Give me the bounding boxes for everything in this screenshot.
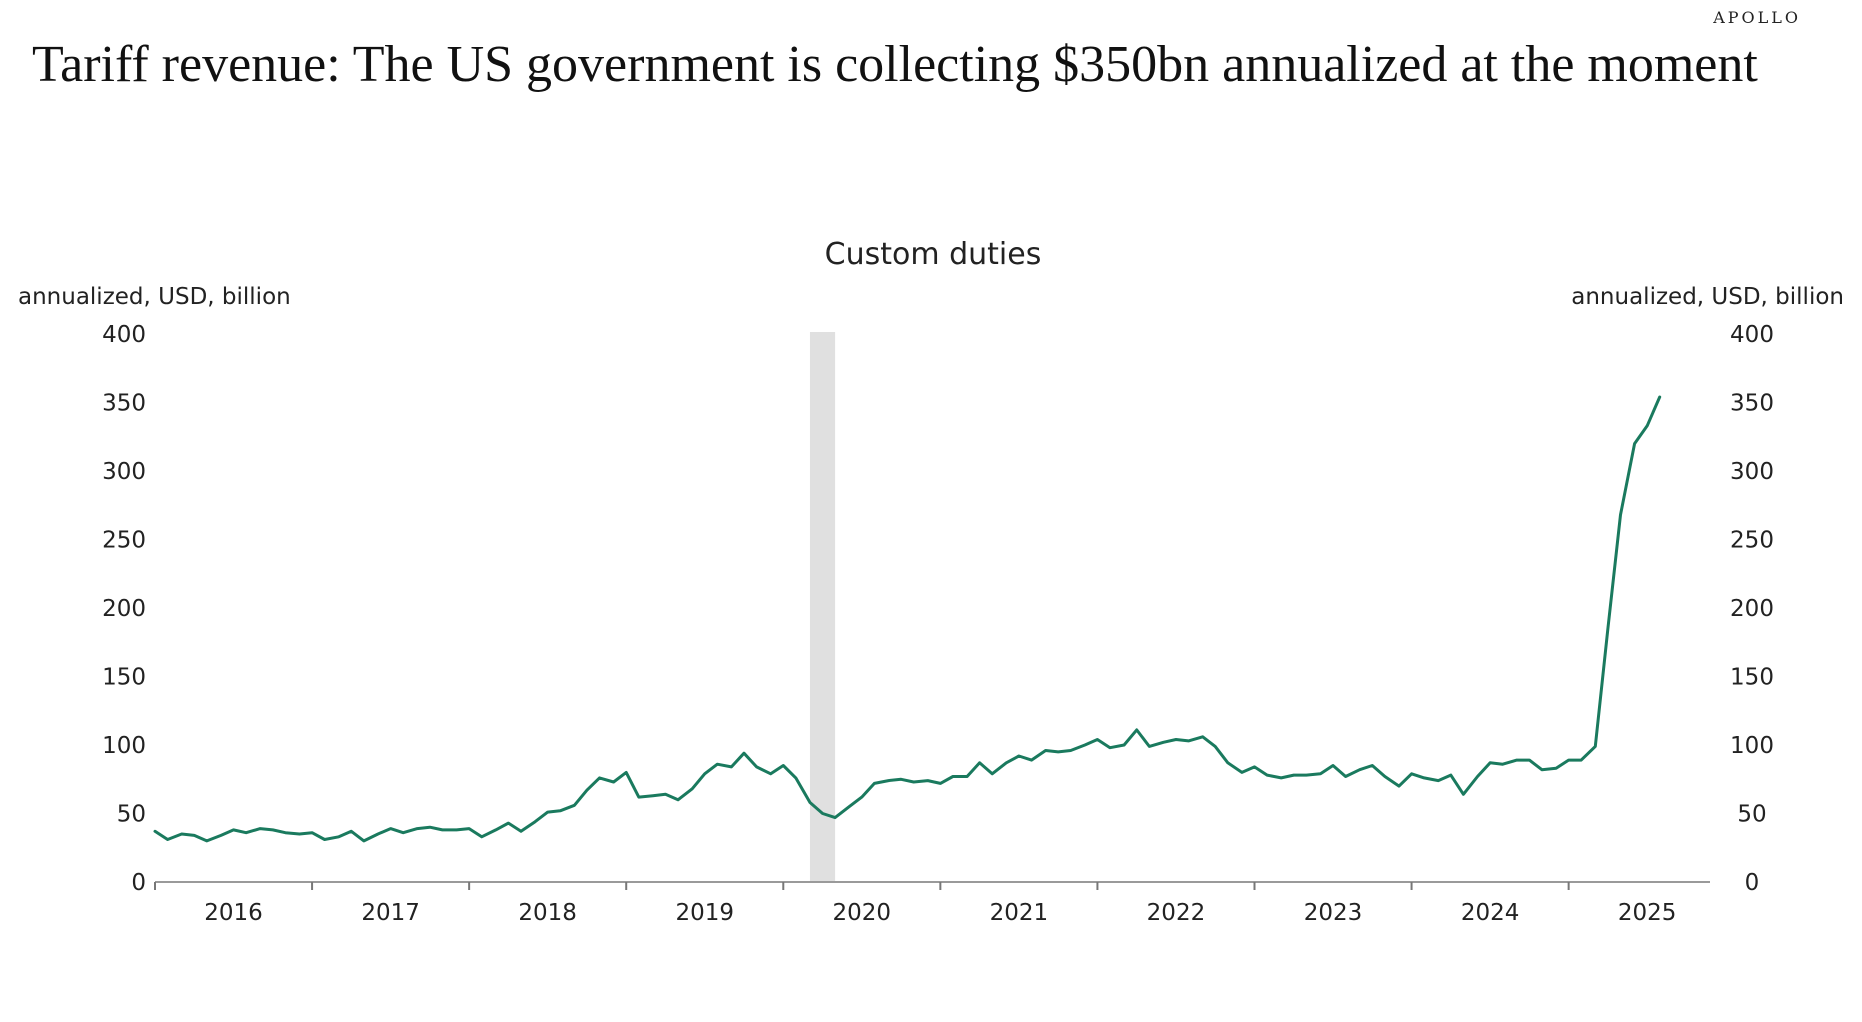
y-tick-label-right: 50 [1737, 802, 1766, 828]
x-tick-label: 2022 [1147, 900, 1206, 926]
x-tick-label: 2025 [1618, 900, 1677, 926]
x-tick-label: 2020 [833, 900, 892, 926]
y-tick-label-left: 300 [102, 459, 146, 485]
y-tick-label-left: 350 [102, 391, 146, 417]
y-tick-label-right: 200 [1730, 596, 1774, 622]
recession-band [809, 332, 836, 882]
chart-title: Custom duties [825, 237, 1042, 272]
x-tick-label: 2024 [1461, 900, 1520, 926]
y-axis-label-left: annualized, USD, billion [18, 284, 291, 310]
recession-band-group [809, 332, 836, 882]
y-tick-label-right: 150 [1730, 665, 1774, 691]
headline: Tariff revenue: The US government is col… [32, 36, 1758, 93]
x-tick-label: 2019 [675, 900, 734, 926]
x-tick-label: 2023 [1304, 900, 1363, 926]
x-tick-label: 2021 [990, 900, 1049, 926]
y-tick-label-left: 50 [117, 802, 146, 828]
y-tick-label-left: 400 [102, 322, 146, 348]
y-tick-labels-right: 0 50 100 150 200 250 300 350 400 [1730, 322, 1774, 896]
y-tick-label-right: 350 [1730, 391, 1774, 417]
y-tick-label-left: 200 [102, 596, 146, 622]
x-tick-labels: 2016 2017 2018 2019 2020 2021 2022 2023 2024 2025 [204, 900, 1676, 926]
x-tick-label: 2016 [204, 900, 263, 926]
y-tick-labels-left: 0 50 100 150 200 250 300 350 400 [102, 322, 146, 896]
series-group [153, 395, 1662, 843]
y-tick-label-left: 250 [102, 528, 146, 554]
y-tick-label-right: 0 [1745, 870, 1760, 896]
y-axis-label-right: annualized, USD, billion [1571, 284, 1844, 310]
y-tick-label-left: 0 [131, 870, 146, 896]
axes-group [154, 881, 1710, 890]
y-tick-label-right: 400 [1730, 322, 1774, 348]
series-line-custom-duties [153, 395, 1662, 843]
y-tick-label-left: 100 [102, 733, 146, 759]
x-tick-label: 2018 [518, 900, 577, 926]
brand-logo: APOLLO [1713, 8, 1801, 27]
y-tick-label-right: 300 [1730, 459, 1774, 485]
x-tick-label: 2017 [361, 900, 420, 926]
y-tick-label-right: 250 [1730, 528, 1774, 554]
y-tick-label-left: 150 [102, 665, 146, 691]
y-tick-label-right: 100 [1730, 733, 1774, 759]
